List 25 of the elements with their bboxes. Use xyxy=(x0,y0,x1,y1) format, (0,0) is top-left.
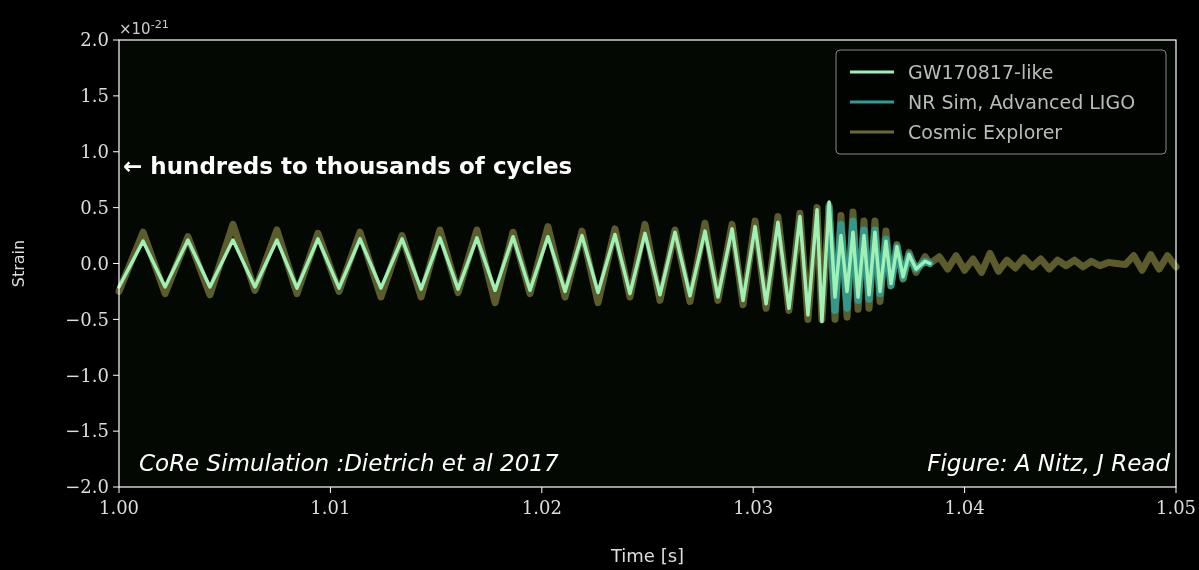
legend-label: GW170817-like xyxy=(908,60,1054,83)
y-tick-label: −1.5 xyxy=(65,420,109,442)
y-axis-title: Strain xyxy=(9,239,28,288)
x-axis-title: Time [s] xyxy=(609,545,685,566)
x-tick-label: 1.04 xyxy=(944,497,985,518)
y-tick-label: 1.5 xyxy=(80,85,109,107)
annotation: CoRe Simulation :Dietrich et al 2017 xyxy=(139,450,559,476)
x-tick-label: 1.03 xyxy=(733,497,774,518)
y-tick-label: −1.0 xyxy=(65,364,109,386)
legend-label: Cosmic Explorer xyxy=(908,120,1063,143)
x-tick-label: 1.05 xyxy=(1155,497,1197,518)
text: ×10$^{-21}$ xyxy=(119,17,170,38)
legend-label: NR Sim, Advanced LIGO xyxy=(908,90,1136,113)
y-tick-label: −0.5 xyxy=(65,308,109,330)
y-tick-label: −2.0 xyxy=(65,476,109,498)
y-tick-label: 0.0 xyxy=(80,252,109,274)
y-tick-label: 1.0 xyxy=(80,141,109,163)
x-tick-label: 1.00 xyxy=(98,497,140,518)
x-tick-label: 1.01 xyxy=(310,497,351,518)
y-tick-label: 2.0 xyxy=(80,29,109,51)
line-series xyxy=(117,200,932,324)
y-tick-label: 0.5 xyxy=(80,196,109,218)
annotation: ← hundreds to thousands of cycles xyxy=(123,153,573,180)
x-tick-label: 1.02 xyxy=(521,497,562,518)
annotation: Figure: A Nitz, J Read xyxy=(927,450,1171,476)
